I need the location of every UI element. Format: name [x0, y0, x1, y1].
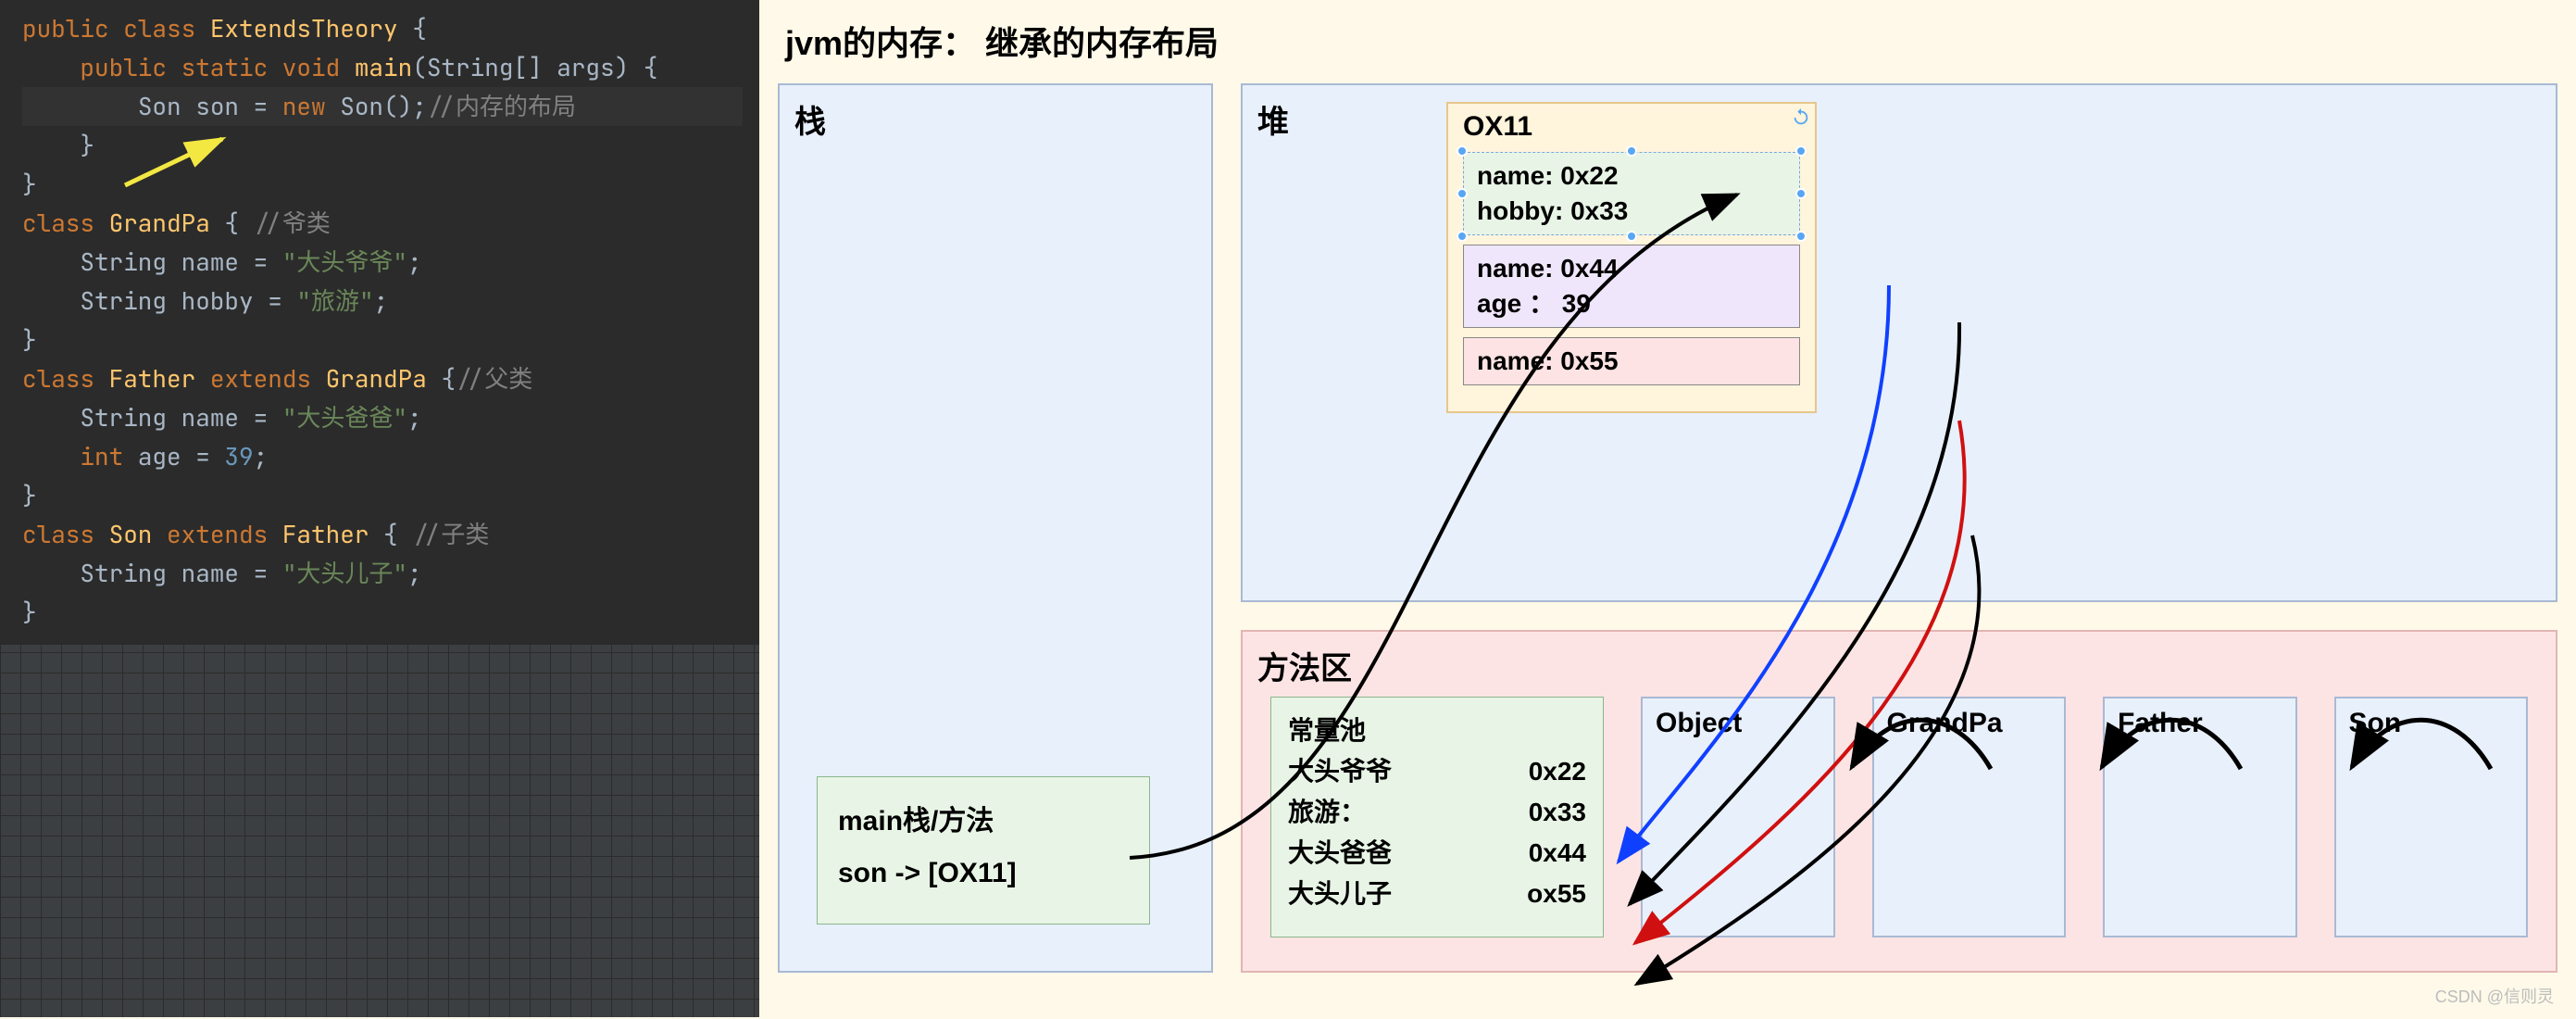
field-father-name: name: 0x44 [1477, 251, 1786, 286]
field-grandpa-hobby: hobby: 0x33 [1477, 194, 1786, 229]
field-grandpa-name: name: 0x22 [1477, 158, 1786, 194]
class-box-grandpa: GrandPa [1872, 697, 2067, 937]
field-group-son: name: 0x55 [1463, 337, 1800, 385]
pool-k2: 大头爸爸 [1288, 833, 1392, 874]
stack-frame-ref: son -> [OX11] [838, 848, 1129, 899]
class-row: Object GrandPa Father Son [1641, 697, 2528, 937]
stack-pane: 栈 main栈/方法 son -> [OX11] [778, 83, 1213, 973]
method-area-pane: 方法区 常量池 大头爷爷 0x22 旅游： 0x33 大头爸爸 0x44 大头儿子 ox… [1241, 630, 2557, 973]
pool-v2: 0x44 [1529, 833, 1586, 874]
field-son-name: name: 0x55 [1477, 344, 1786, 379]
stack-frame-title: main栈/方法 [838, 796, 1129, 848]
class-box-object: Object [1641, 697, 1835, 937]
pool-v3: ox55 [1527, 874, 1586, 914]
method-area-label: 方法区 [1257, 643, 1352, 688]
heap-object-addr: OX11 [1463, 111, 1804, 143]
class-box-father: Father [2103, 697, 2297, 937]
constant-pool: 常量池 大头爷爷 0x22 旅游： 0x33 大头爸爸 0x44 大头儿子 ox55 [1270, 697, 1604, 937]
field-group-grandpa: name: 0x22 hobby: 0x33 [1463, 152, 1800, 235]
pool-k1: 旅游： [1288, 792, 1366, 833]
heap-object-son: OX11 name: 0x22 hobby: 0x33 [1446, 102, 1817, 413]
class-box-son: Son [2334, 697, 2529, 937]
stack-label: 栈 [794, 96, 826, 142]
constant-pool-title: 常量池 [1288, 711, 1586, 751]
stack-frame-main: main栈/方法 son -> [OX11] [817, 776, 1150, 925]
refresh-icon [1791, 107, 1811, 128]
pool-k3: 大头儿子 [1288, 874, 1392, 914]
code-block: public class ExtendsTheory { public stat… [0, 0, 759, 645]
pool-v1: 0x33 [1529, 792, 1586, 833]
pool-k0: 大头爷爷 [1288, 751, 1392, 792]
heap-pane: 堆 OX11 name: 0x22 [1241, 83, 2557, 602]
watermark: CSDN @信则灵 [2435, 984, 2554, 1008]
field-group-father: name: 0x44 age ： 39 [1463, 245, 1800, 328]
jvm-diagram: jvm的内存： 继承的内存布局 栈 main栈/方法 son -> [OX11]… [759, 0, 2576, 1017]
field-father-age: age ： 39 [1477, 286, 1786, 321]
code-panel: public class ExtendsTheory { public stat… [0, 0, 759, 1017]
diagram-title: jvm的内存： 继承的内存布局 [785, 17, 2557, 65]
memory-panes: 栈 main栈/方法 son -> [OX11] 堆 OX11 [778, 83, 2557, 973]
heap-label: 堆 [1257, 96, 1289, 142]
pool-v0: 0x22 [1529, 751, 1586, 792]
